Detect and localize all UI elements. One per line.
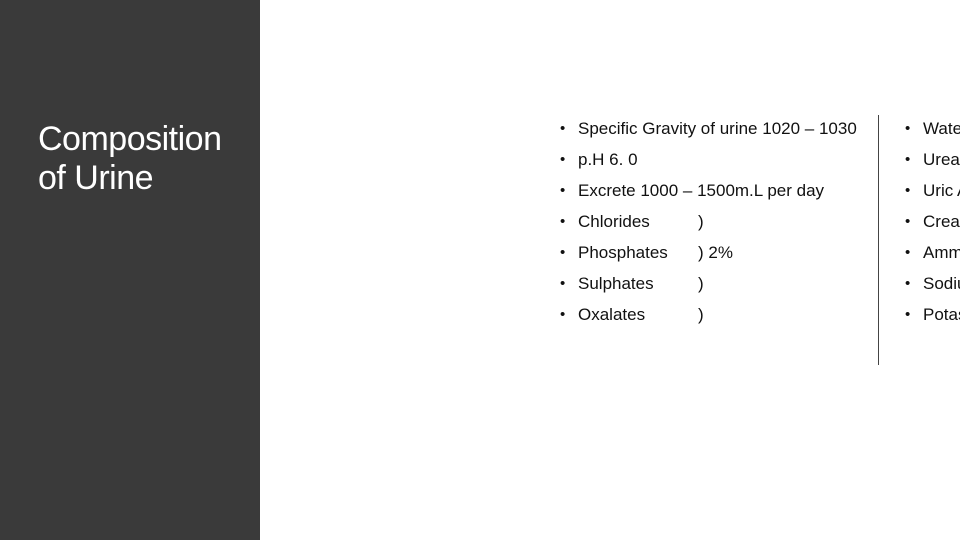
- item-text: Sulphates ): [578, 273, 860, 296]
- item-value: ) 2%: [698, 242, 860, 265]
- item-text: Uric Acid ): [923, 180, 960, 203]
- bullet-icon: •: [560, 118, 578, 139]
- item-label: Oxalates: [578, 304, 698, 327]
- list-item: • Uric Acid ): [905, 180, 960, 203]
- item-label: Chlorides: [578, 211, 698, 234]
- bullet-icon: •: [560, 304, 578, 325]
- bullet-icon: •: [905, 273, 923, 294]
- item-text: Sodium ): [923, 273, 960, 296]
- slide: Composition of Urine • Specific Gravity …: [0, 0, 960, 540]
- bullet-icon: •: [905, 304, 923, 325]
- item-text: p.H 6. 0: [578, 149, 860, 172]
- item-text: Potassium ): [923, 304, 960, 327]
- item-text: Oxalates ): [578, 304, 860, 327]
- item-value: ): [698, 273, 860, 296]
- list-item: • p.H 6. 0: [560, 149, 860, 172]
- item-value: ): [698, 211, 860, 234]
- item-label: Creatinine: [923, 211, 960, 234]
- item-label: Sulphates: [578, 273, 698, 296]
- item-text: Phosphates ) 2%: [578, 242, 860, 265]
- item-text: Specific Gravity of urine 1020 – 1030: [578, 118, 860, 141]
- list-item: • Excrete 1000 – 1500m.L per day: [560, 180, 860, 203]
- item-label: Sodium: [923, 273, 960, 296]
- list-item: • Creatinine ): [905, 211, 960, 234]
- bullet-icon: •: [905, 211, 923, 232]
- item-text: Chlorides ): [578, 211, 860, 234]
- list-item: • Sodium ): [905, 273, 960, 296]
- content-panel: • Specific Gravity of urine 1020 – 1030 …: [260, 0, 960, 540]
- bullet-icon: •: [905, 149, 923, 170]
- list-item: • Water 96%: [905, 118, 960, 141]
- item-text: Ammonia ) 2%: [923, 242, 960, 265]
- list-item: • Sulphates ): [560, 273, 860, 296]
- list-item: • Chlorides ): [560, 211, 860, 234]
- item-label: Ammonia: [923, 242, 960, 265]
- bullet-icon: •: [560, 211, 578, 232]
- column-divider: [878, 115, 879, 365]
- slide-title: Composition of Urine: [38, 120, 236, 198]
- item-text: Water 96%: [923, 118, 960, 141]
- list-item: • Oxalates ): [560, 304, 860, 327]
- bullet-icon: •: [560, 242, 578, 263]
- item-text: Excrete 1000 – 1500m.L per day: [578, 180, 860, 203]
- list-item: • Potassium ): [905, 304, 960, 327]
- item-label: Uric Acid: [923, 180, 960, 203]
- list-item: • Phosphates ) 2%: [560, 242, 860, 265]
- bullet-icon: •: [905, 118, 923, 139]
- list-item: • Urea 2%: [905, 149, 960, 172]
- item-value: ): [698, 304, 860, 327]
- bullet-icon: •: [905, 242, 923, 263]
- bullet-icon: •: [560, 180, 578, 201]
- list-item: • Ammonia ) 2%: [905, 242, 960, 265]
- bullet-icon: •: [560, 273, 578, 294]
- item-text: Urea 2%: [923, 149, 960, 172]
- right-column: • Water 96% • Urea 2% • Uric Acid ) • C: [905, 118, 960, 335]
- list-item: • Specific Gravity of urine 1020 – 1030: [560, 118, 860, 141]
- item-label: Potassium: [923, 304, 960, 327]
- bullet-icon: •: [905, 180, 923, 201]
- title-panel: Composition of Urine: [0, 0, 260, 540]
- item-label: Phosphates: [578, 242, 698, 265]
- item-text: Creatinine ): [923, 211, 960, 234]
- middle-column: • Specific Gravity of urine 1020 – 1030 …: [560, 118, 860, 335]
- bullet-icon: •: [560, 149, 578, 170]
